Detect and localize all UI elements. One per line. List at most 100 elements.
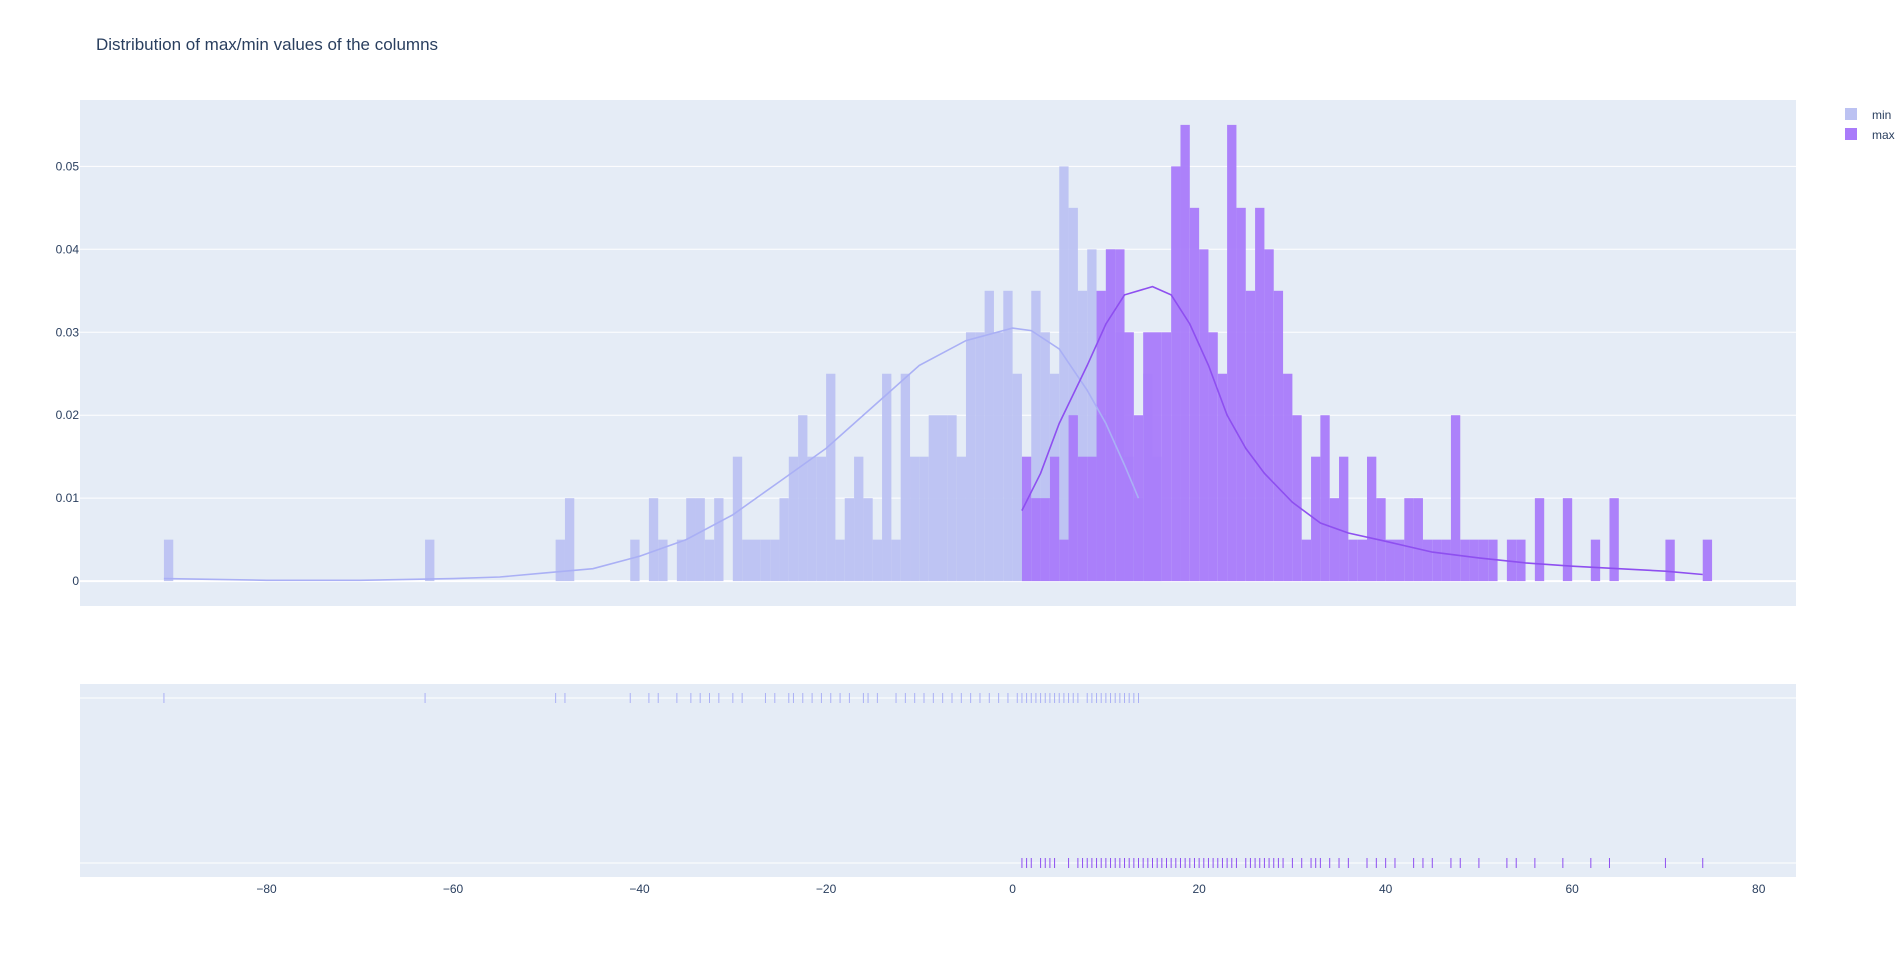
histogram-bar-min[interactable]: [826, 373, 836, 582]
histogram-bar-max[interactable]: [1245, 290, 1256, 582]
histogram-bar-max[interactable]: [1320, 415, 1330, 582]
histogram-bar-min[interactable]: [425, 539, 435, 582]
histogram-bar-min[interactable]: [630, 539, 640, 582]
histogram-bar-min[interactable]: [1031, 290, 1041, 582]
histogram-bar-min[interactable]: [910, 456, 920, 582]
histogram-bar-max[interactable]: [1087, 456, 1097, 582]
histogram-bar-min[interactable]: [882, 373, 892, 582]
histogram-bar-max[interactable]: [1189, 207, 1200, 582]
histogram-bar-min[interactable]: [938, 415, 948, 582]
kde-curve-min[interactable]: [163, 327, 1140, 582]
histogram-bar-max[interactable]: [1422, 539, 1433, 582]
histogram-bar-max[interactable]: [1115, 249, 1125, 582]
histogram-bar-max[interactable]: [1348, 539, 1358, 582]
histogram-bar-min[interactable]: [807, 456, 817, 582]
histogram-bar-min[interactable]: [658, 539, 668, 582]
histogram-bar-max[interactable]: [1301, 539, 1312, 582]
histogram-bar-min[interactable]: [891, 539, 901, 582]
histogram-bar-max[interactable]: [1255, 207, 1265, 582]
legend-item-max[interactable]: max: [1845, 128, 1895, 142]
histogram-bar-min[interactable]: [760, 539, 771, 582]
histogram-bar-max[interactable]: [1227, 124, 1237, 582]
histogram-bar-max[interactable]: [1702, 539, 1713, 582]
histogram-bar-min[interactable]: [732, 456, 743, 582]
histogram-bar-max[interactable]: [1488, 539, 1498, 582]
histogram-bar-max[interactable]: [1441, 539, 1451, 582]
histogram-bar-min[interactable]: [863, 498, 873, 582]
histogram-bar-min[interactable]: [965, 332, 976, 582]
histogram-bar-max[interactable]: [1292, 415, 1302, 582]
histogram-bar-min[interactable]: [555, 539, 565, 582]
histogram-bar-max[interactable]: [1217, 373, 1228, 582]
histogram-bar-min[interactable]: [648, 498, 659, 582]
histogram-bar-max[interactable]: [1021, 456, 1032, 582]
histogram-bar-min[interactable]: [1040, 332, 1050, 582]
histogram-bar-max[interactable]: [1339, 456, 1349, 582]
histogram-bar-min[interactable]: [163, 539, 174, 582]
histogram-bar-min[interactable]: [844, 498, 855, 582]
histogram-bar-max[interactable]: [1152, 332, 1162, 582]
histogram-bar-min[interactable]: [714, 498, 724, 582]
histogram-bar-max[interactable]: [1590, 539, 1601, 582]
histogram-bar-min[interactable]: [704, 539, 715, 582]
histogram-bar-max[interactable]: [1208, 332, 1218, 582]
histogram-bar-max[interactable]: [1049, 456, 1060, 582]
histogram-bar-min[interactable]: [788, 456, 799, 582]
histogram-bar-min[interactable]: [900, 373, 911, 582]
kde-curve-max[interactable]: [1021, 285, 1703, 576]
histogram-bar-min[interactable]: [947, 415, 957, 582]
histogram-bar-min[interactable]: [779, 498, 789, 582]
histogram-bar-max[interactable]: [1124, 332, 1134, 582]
histogram-bar-max[interactable]: [1404, 498, 1414, 582]
histogram-bar-min[interactable]: [835, 539, 845, 582]
histogram-bar-max[interactable]: [1506, 539, 1517, 582]
histogram-bar-max[interactable]: [1059, 539, 1069, 582]
histogram-bar-max[interactable]: [1534, 498, 1545, 582]
histogram-bar-min[interactable]: [993, 332, 1004, 582]
histogram-bar-max[interactable]: [1394, 539, 1405, 582]
histogram-bar-max[interactable]: [1096, 290, 1106, 582]
histogram-bar-min[interactable]: [1012, 373, 1022, 582]
histogram-bar-min[interactable]: [686, 498, 696, 582]
histogram-bar-max[interactable]: [1283, 373, 1293, 582]
histogram-bar-max[interactable]: [1357, 539, 1367, 582]
histogram-bar-max[interactable]: [1516, 539, 1526, 582]
histogram-bar-max[interactable]: [1143, 332, 1153, 582]
histogram-bar-max[interactable]: [1385, 539, 1395, 582]
histogram-bar-max[interactable]: [1180, 124, 1190, 582]
histogram-bar-min[interactable]: [956, 456, 966, 582]
histogram-bar-max[interactable]: [1609, 498, 1619, 582]
histogram-bar-min[interactable]: [984, 290, 994, 582]
histogram-bar-min[interactable]: [676, 539, 687, 582]
histogram-bar-min[interactable]: [928, 415, 938, 582]
histogram-bar-max[interactable]: [1040, 498, 1050, 582]
histogram-bar-max[interactable]: [1077, 456, 1088, 582]
histogram-bar-max[interactable]: [1273, 290, 1284, 582]
legend-item-min[interactable]: min: [1845, 108, 1891, 122]
histogram-bar-min[interactable]: [816, 456, 827, 582]
histogram-bar-min[interactable]: [1087, 249, 1097, 582]
histogram-bar-min[interactable]: [695, 498, 705, 582]
histogram-bar-min[interactable]: [564, 498, 575, 582]
histogram-bar-max[interactable]: [1478, 539, 1489, 582]
histogram-bar-min[interactable]: [742, 539, 752, 582]
histogram-bar-max[interactable]: [1432, 539, 1442, 582]
histogram-bar-max[interactable]: [1413, 498, 1423, 582]
histogram-bar-max[interactable]: [1562, 498, 1573, 582]
histogram-bar-max[interactable]: [1264, 249, 1274, 582]
histogram-bar-min[interactable]: [919, 456, 929, 582]
histogram-bar-max[interactable]: [1161, 332, 1172, 582]
histogram-bar-max[interactable]: [1367, 456, 1377, 582]
histogram-bar-min[interactable]: [975, 332, 985, 582]
histogram-bar-max[interactable]: [1236, 207, 1246, 582]
histogram-bar-min[interactable]: [770, 539, 780, 582]
histogram-bar-max[interactable]: [1469, 539, 1479, 582]
histogram-bar-min[interactable]: [751, 539, 761, 582]
histogram-bar-min[interactable]: [854, 456, 864, 582]
histogram-bar-max[interactable]: [1460, 539, 1470, 582]
histogram-bar-max[interactable]: [1450, 415, 1461, 582]
histogram-bar-min[interactable]: [1003, 290, 1013, 582]
histogram-bar-min[interactable]: [1059, 166, 1069, 582]
histogram-bar-max[interactable]: [1105, 249, 1116, 582]
histogram-bar-max[interactable]: [1171, 166, 1181, 582]
